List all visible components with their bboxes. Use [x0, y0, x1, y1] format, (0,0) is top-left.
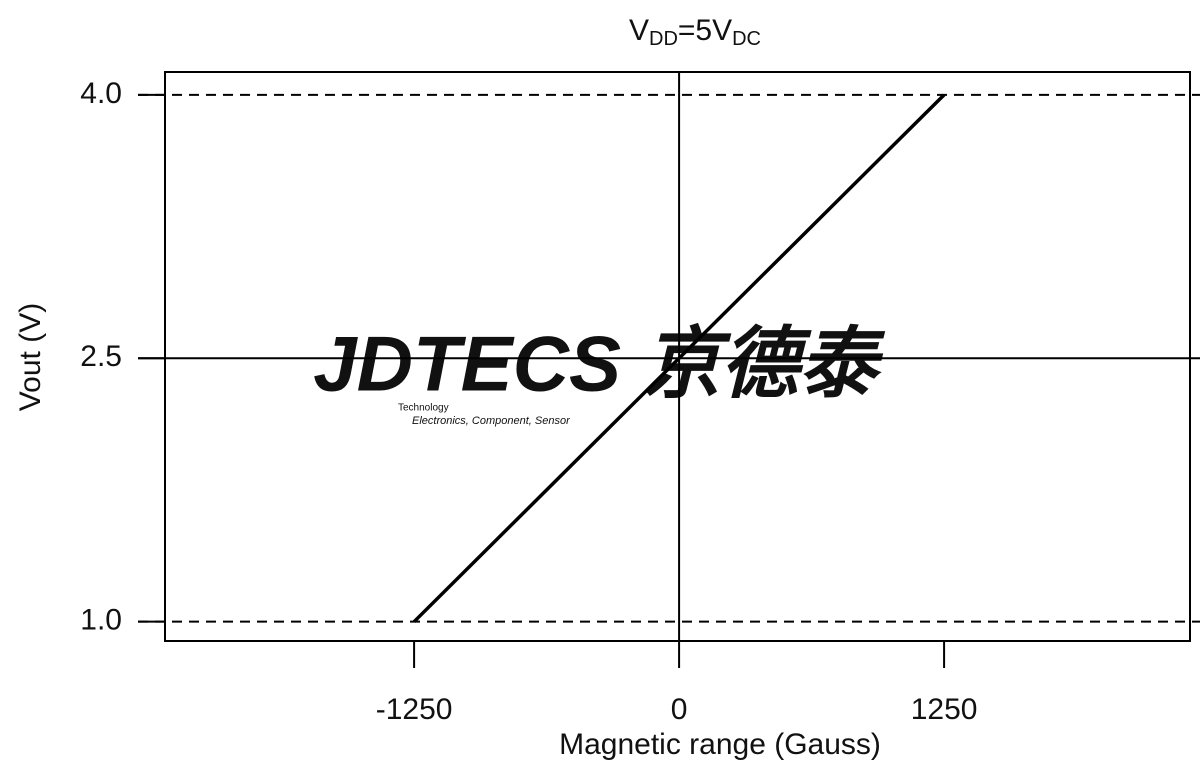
data-line	[412, 93, 946, 623]
y-axis-label: Vout (V)	[14, 303, 47, 411]
y-tick-label: 4.0	[80, 77, 122, 110]
x-tick-label: 1250	[911, 693, 978, 726]
title-part: DD	[649, 28, 678, 50]
watermark-small: Technology	[398, 403, 449, 414]
plot-frame	[164, 71, 1191, 642]
x-axis-label: Magnetic range (Gauss)	[559, 728, 881, 761]
title-part: V	[629, 14, 649, 47]
title-part: DC	[732, 28, 761, 50]
watermark-tagline: Electronics, Component, Sensor	[412, 415, 571, 427]
x-tick-label: 0	[671, 693, 688, 726]
title-part: =5V	[678, 14, 732, 47]
x-tick-label: -1250	[376, 693, 453, 726]
watermark: JDTECS 京德泰	[313, 320, 885, 408]
chart-title: VDD=5VDC	[629, 14, 761, 50]
y-tick-label: 2.5	[80, 340, 122, 373]
y-tick-label: 1.0	[80, 604, 122, 637]
